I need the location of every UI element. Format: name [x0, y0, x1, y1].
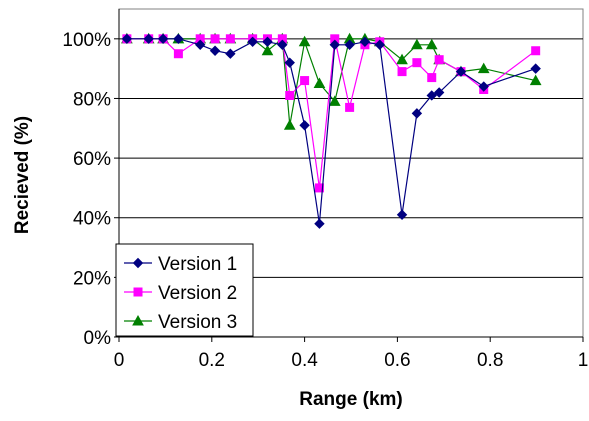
data-point-triangle: [529, 74, 542, 86]
series-1: [121, 33, 541, 229]
data-point-diamond: [329, 39, 340, 50]
data-point-square: [427, 73, 437, 83]
x-tick-label: 0.6: [384, 350, 410, 371]
x-tick-label: 0: [114, 350, 125, 371]
y-tick-label: 20%: [73, 268, 111, 289]
data-point-diamond: [277, 39, 288, 50]
data-point-diamond: [411, 108, 423, 119]
legend: Version 1 Version 2 Version 3: [115, 243, 254, 337]
data-point-diamond: [314, 218, 325, 229]
data-point-diamond: [173, 33, 184, 45]
data-point-square: [210, 34, 220, 44]
data-point-diamond: [194, 39, 206, 50]
legend-marker: [132, 314, 144, 326]
legend-label: Version 2: [158, 283, 237, 304]
data-point-diamond: [284, 57, 295, 68]
legend-label: Version 1: [158, 254, 237, 275]
data-point-square: [412, 58, 422, 68]
data-point-diamond: [299, 120, 310, 131]
data-point-triangle: [396, 53, 408, 65]
data-point-diamond: [359, 36, 371, 48]
data-point-triangle: [298, 35, 311, 47]
data-point-triangle: [477, 62, 490, 74]
x-tick-label: 0.2: [199, 350, 225, 371]
data-point-square: [225, 34, 235, 44]
data-point-square: [531, 46, 541, 56]
data-point-square: [173, 49, 183, 59]
x-tick-label: 1: [578, 350, 589, 371]
y-tick-label: 40%: [73, 209, 111, 230]
data-point-square: [345, 102, 355, 112]
data-point-triangle: [411, 38, 423, 50]
data-point-triangle: [313, 77, 326, 89]
data-point-square: [300, 76, 310, 86]
data-point-square: [397, 67, 407, 77]
data-point-diamond: [247, 36, 258, 48]
data-point-triangle: [283, 119, 296, 130]
data-point-diamond: [530, 63, 541, 74]
x-tick-label: 0.4: [291, 350, 318, 371]
data-point-triangle: [425, 38, 438, 50]
data-point-diamond: [143, 33, 154, 45]
legend-marker: [133, 287, 143, 297]
data-point-diamond: [433, 87, 445, 98]
legend-item: Version 2: [124, 283, 237, 304]
legend-item: Version 1: [124, 254, 237, 275]
x-axis-title: Range (km): [299, 389, 402, 410]
series-group: [121, 32, 542, 229]
data-point-diamond: [374, 39, 385, 50]
x-tick-label: 0.8: [477, 350, 503, 371]
data-point-diamond: [121, 33, 133, 45]
data-point-triangle: [261, 44, 274, 56]
data-point-triangle: [328, 95, 341, 106]
y-tick-label: 100%: [62, 30, 111, 51]
legend-label: Version 3: [158, 312, 237, 333]
data-point-diamond: [344, 39, 355, 50]
data-point-diamond: [262, 36, 273, 48]
y-tick-label: 60%: [73, 149, 111, 170]
data-point-square: [314, 183, 324, 193]
axes: 0% 20% 40% 60% 80% 100% 0 0.2 0.4 0.6 0.8 1: [62, 9, 588, 371]
legend-item: Version 3: [124, 312, 237, 333]
data-point-diamond: [455, 66, 467, 77]
data-point-square: [434, 55, 444, 65]
y-axis-title: Recieved (%): [12, 116, 33, 234]
y-tick-label: 80%: [73, 89, 111, 110]
legend-marker: [132, 257, 144, 269]
series-2: [122, 34, 541, 193]
y-tick-label: 0%: [84, 328, 112, 349]
data-point-diamond: [396, 209, 408, 220]
data-point-square: [285, 90, 295, 100]
data-point-diamond: [157, 33, 169, 45]
data-point-diamond: [426, 90, 437, 101]
data-point-diamond: [225, 48, 236, 59]
data-point-diamond: [209, 45, 221, 56]
data-point-diamond: [478, 81, 489, 92]
